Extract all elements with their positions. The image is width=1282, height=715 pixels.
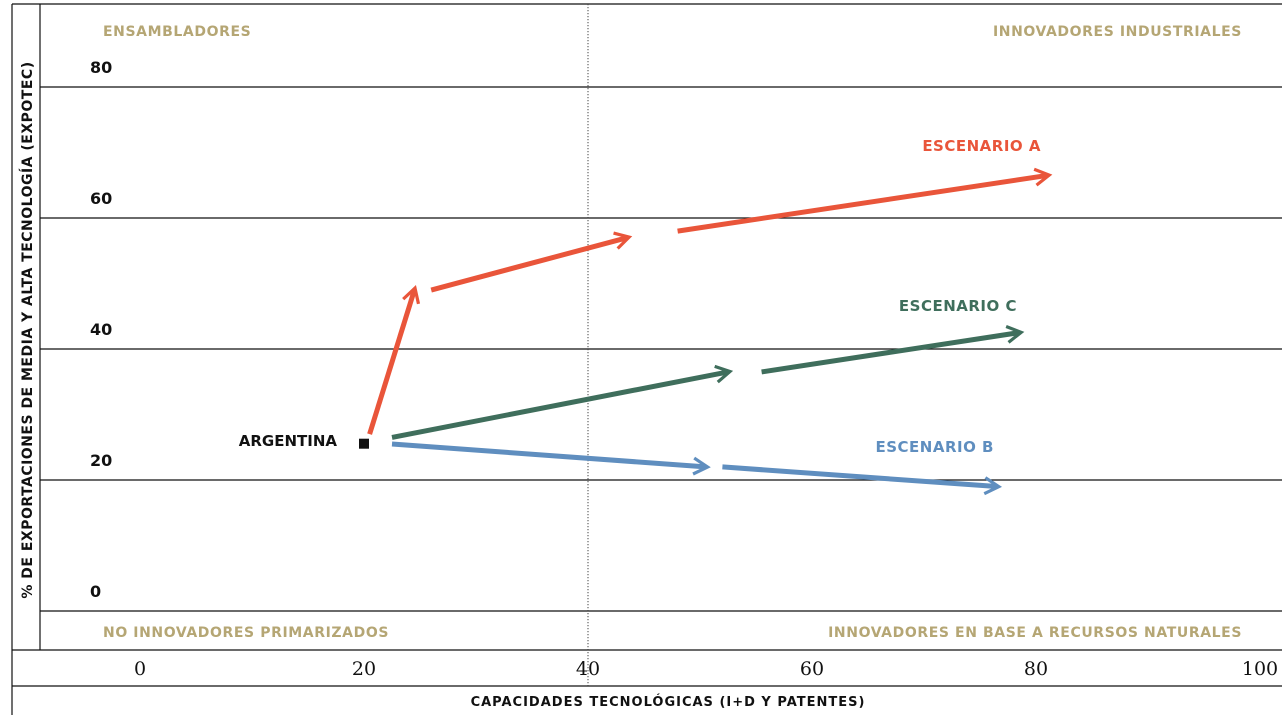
escenario-b-arrow-2 [722, 464, 1003, 496]
x-tick-80: 80 [1024, 658, 1048, 680]
y-ticks: 0 20 40 60 80 [90, 58, 112, 601]
series-label-c: ESCENARIO C [899, 297, 1017, 315]
grid [40, 86, 1282, 612]
origin-marker [359, 438, 369, 449]
series-label-b: ESCENARIO B [875, 438, 994, 456]
escenario-c-arrow-1 [391, 364, 734, 440]
y-tick-40: 40 [90, 320, 112, 339]
y-tick-60: 60 [90, 189, 112, 208]
x-tick-60: 60 [800, 658, 824, 680]
quadrant-label-bottom-left: NO INNOVADORES PRIMARIZADOS [103, 625, 389, 641]
escenario-c-arrow-2 [761, 325, 1025, 375]
x-tick-20: 20 [352, 658, 376, 680]
quadrant-label-top-left: ENSAMBLADORES [103, 24, 251, 40]
y-tick-80: 80 [90, 58, 112, 77]
y-tick-20: 20 [90, 451, 112, 470]
escenario-b-arrow-1 [391, 441, 711, 476]
x-tick-0: 0 [134, 658, 146, 680]
y-axis-label: % DE EXPORTACIONES DE MEDIA Y ALTA TECNO… [19, 61, 36, 598]
x-ticks: 0 20 40 60 80 100 [134, 658, 1278, 680]
x-tick-100: 100 [1242, 658, 1278, 680]
escenario-a-arrow-3 [677, 167, 1053, 234]
escenario-a-arrow-1 [367, 285, 421, 435]
x-axis-label: CAPACIDADES TECNOLÓGICAS (I+D Y PATENTES… [471, 694, 866, 710]
series-layer [367, 167, 1053, 496]
series-label-a: ESCENARIO A [922, 137, 1041, 155]
escenario-a-arrow-2 [430, 231, 633, 293]
quadrant-label-bottom-right: INNOVADORES EN BASE A RECURSOS NATURALES [828, 625, 1242, 641]
y-tick-0: 0 [90, 582, 101, 601]
quadrant-label-top-right: INNOVADORES INDUSTRIALES [993, 24, 1242, 40]
x-tick-40: 40 [576, 658, 600, 680]
origin-label: ARGENTINA [239, 432, 338, 450]
